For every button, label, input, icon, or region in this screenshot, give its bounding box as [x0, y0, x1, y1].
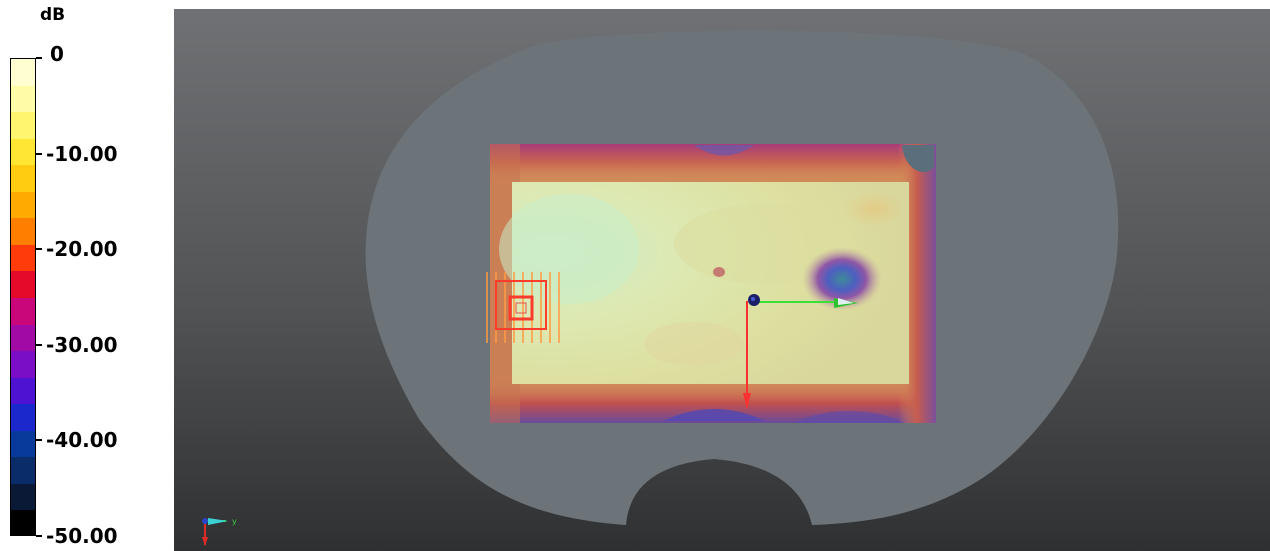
legend-tick-mark [36, 57, 42, 59]
legend-swatch [11, 404, 35, 432]
legend-swatch [11, 138, 35, 167]
legend-swatch [11, 483, 35, 512]
sar-field-map [490, 144, 936, 423]
legend-tick-label: -50.00 [46, 524, 118, 548]
legend-swatch [11, 191, 35, 220]
legend-swatch [11, 218, 35, 246]
legend-tick-mark [36, 248, 42, 251]
axis-triad-y-label: y [232, 517, 237, 526]
legend-tick-label: -10.00 [46, 141, 118, 166]
legend-swatch [11, 298, 35, 326]
legend-swatch [11, 377, 35, 406]
legend-tick-mark [36, 439, 42, 442]
legend-tick-label: -20.00 [46, 237, 118, 262]
origin-axes [743, 294, 858, 409]
legend-tick-mark [36, 152, 42, 155]
legend-swatch [11, 457, 35, 485]
legend-swatch [11, 112, 35, 140]
legend-tick-label: -40.00 [46, 428, 118, 453]
legend-swatch [11, 165, 35, 193]
antenna-source [486, 272, 560, 343]
legend-swatch [11, 510, 35, 535]
legend-swatch [11, 271, 35, 299]
legend-swatch [11, 430, 35, 459]
legend-swatch [11, 351, 35, 379]
legend-swatch [11, 324, 35, 353]
legend-swatch [11, 244, 35, 273]
color-scale-legend: dB 0 -10.00 -20.00 -30.00 -40.00 -50.00 [0, 0, 174, 551]
legend-tick-label: 0 [50, 42, 64, 66]
legend-swatch [11, 85, 35, 114]
3d-viewport[interactable]: y [174, 9, 1270, 551]
legend-color-bar [10, 58, 36, 536]
legend-unit-label: dB [40, 5, 66, 25]
legend-tick-label: -30.00 [46, 332, 118, 357]
legend-tick-mark [36, 535, 42, 537]
corner-axis-triad: y [202, 517, 237, 546]
scene-canvas[interactable]: y [174, 9, 1270, 551]
legend-tick-mark [36, 343, 42, 346]
legend-swatch [11, 59, 35, 87]
